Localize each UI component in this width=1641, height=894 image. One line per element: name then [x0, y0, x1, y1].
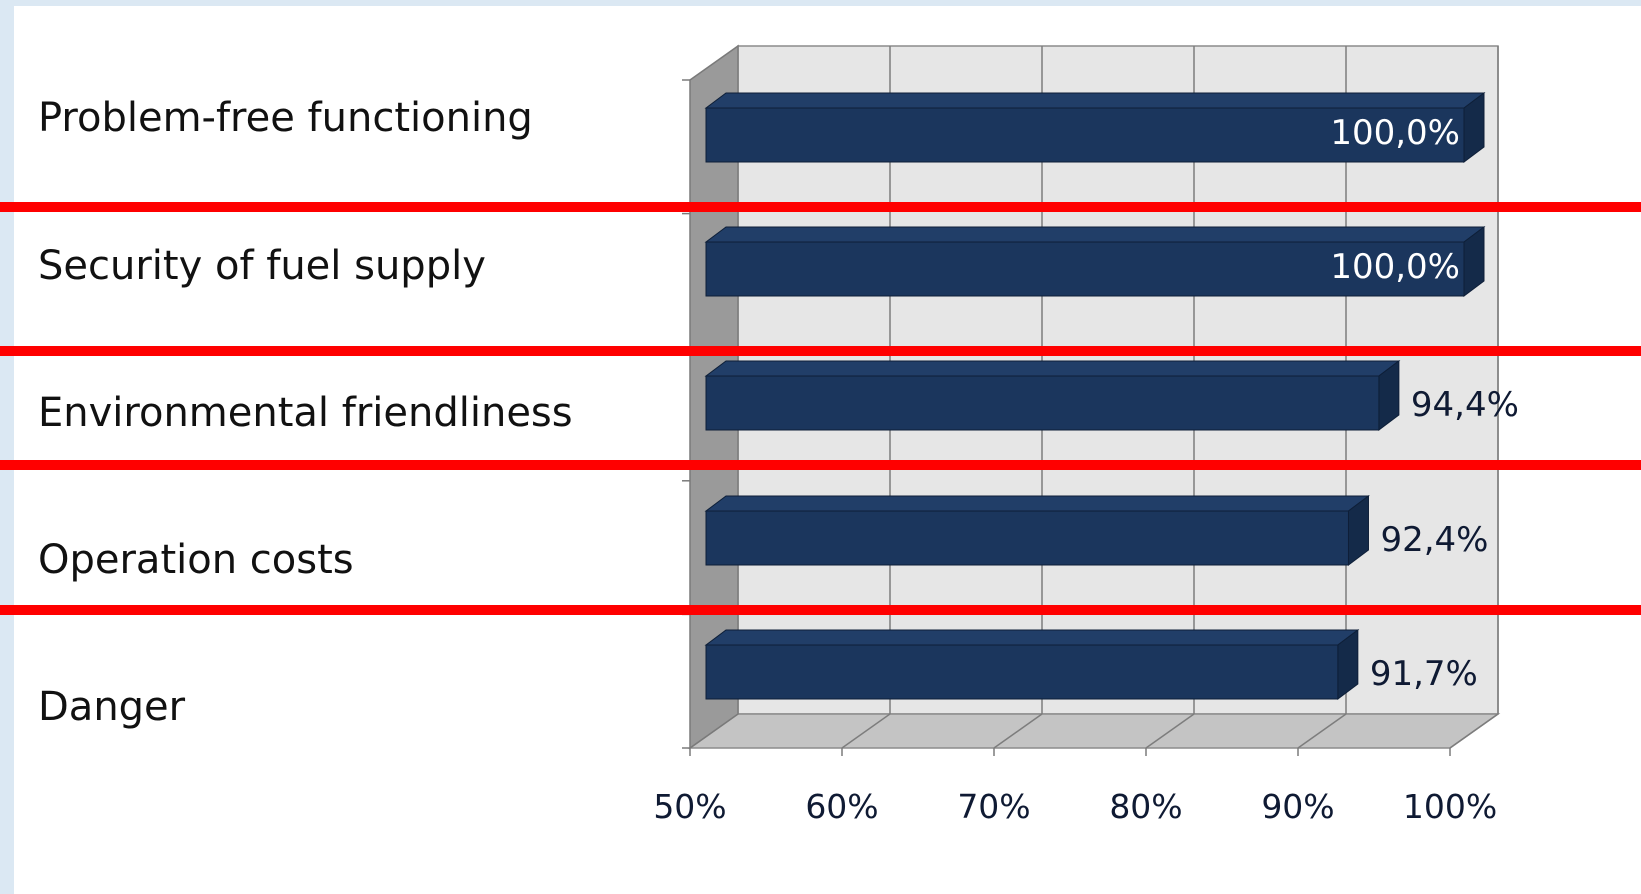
data-label: 92,4% — [1380, 520, 1488, 560]
bar — [705, 644, 1339, 700]
red-separator-line — [0, 346, 1641, 356]
floor-gridline — [1297, 713, 1347, 749]
x-tick-label: 80% — [1109, 787, 1182, 826]
red-separator-line — [0, 605, 1641, 615]
bar — [705, 510, 1349, 566]
x-tick-label: 60% — [805, 787, 878, 826]
x-tick-label: 100% — [1403, 787, 1497, 826]
background-edge-top — [0, 0, 1641, 6]
bar-top-face — [704, 226, 1486, 243]
floor-gridline — [993, 713, 1043, 749]
category-label-problem-free-functioning: Problem-free functioning — [38, 95, 533, 141]
x-tick-label: 70% — [957, 787, 1030, 826]
red-separator-line — [0, 202, 1641, 212]
bar — [705, 375, 1380, 431]
floor-gridline — [1145, 713, 1195, 749]
x-tick-label: 90% — [1261, 787, 1334, 826]
bar-top-face — [704, 495, 1370, 512]
data-label: 100,0% — [1330, 113, 1460, 153]
category-label-operation-costs: Operation costs — [38, 537, 354, 583]
data-label: 94,4% — [1411, 385, 1519, 425]
data-label: 91,7% — [1370, 654, 1478, 694]
background-edge-left — [0, 0, 14, 894]
bar — [705, 241, 1465, 297]
floor-gridline — [1449, 713, 1499, 749]
floor-gridline — [841, 713, 891, 749]
x-tick-label: 50% — [653, 787, 726, 826]
category-label-danger: Danger — [38, 684, 186, 730]
red-separator-line — [0, 460, 1641, 470]
category-label-environmental-friendliness: Environmental friendliness — [38, 390, 573, 436]
bar-top-face — [704, 360, 1401, 377]
bar — [705, 107, 1465, 163]
plot-floor — [687, 713, 1501, 749]
bar-top-face — [704, 92, 1486, 109]
data-label: 100,0% — [1330, 247, 1460, 287]
category-label-security-of-fuel-supply: Security of fuel supply — [38, 243, 486, 289]
bar-top-face — [704, 629, 1360, 646]
